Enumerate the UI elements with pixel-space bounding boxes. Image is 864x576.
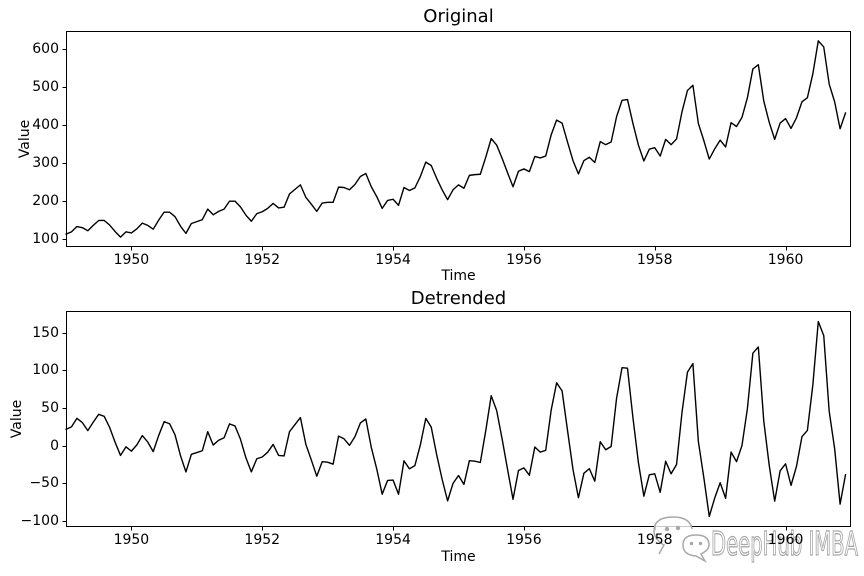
x-tick-label: 1958	[636, 252, 673, 268]
x-tick-label: 1954	[375, 252, 411, 268]
y-tick-label: 300	[32, 154, 59, 171]
plot-area-original	[62, 31, 851, 251]
y-tick-label: −100	[20, 512, 59, 529]
x-tick-label: 1954	[375, 532, 411, 548]
x-tick-label: 1952	[244, 532, 281, 548]
chart-title-original: Original	[423, 6, 494, 27]
axes-frame	[66, 311, 851, 527]
x-tick-label: 1950	[113, 252, 150, 268]
x-axis-label-original: Time	[441, 268, 476, 284]
watermark: DeepHub IMBA	[653, 516, 859, 564]
y-tick-label: 100	[32, 230, 59, 247]
wechat-icon	[653, 516, 710, 563]
x-tick-label: 1950	[113, 532, 150, 548]
x-tick-label: 1960	[767, 532, 804, 548]
plot-area-detrended	[62, 311, 851, 531]
series-line-airline-passengers-monthly	[65, 40, 847, 238]
x-tick-label: 1960	[767, 252, 804, 268]
chart-title-detrended: Detrended	[410, 288, 507, 309]
axes-frame	[66, 31, 851, 247]
y-axis-label-original: Value	[17, 119, 33, 159]
y-tick-label: 0	[50, 437, 59, 454]
y-tick-label: −50	[29, 475, 59, 492]
y-tick-label: 150	[32, 324, 59, 341]
x-tick-label: 1958	[636, 532, 673, 548]
x-tick-label: 1956	[506, 532, 542, 548]
y-tick-label: 400	[32, 116, 59, 133]
x-axis-label-detrended: Time	[441, 549, 476, 565]
y-tick-label: 600	[32, 41, 59, 58]
y-tick-label: 50	[41, 400, 59, 417]
x-tick-label: 1952	[244, 252, 281, 268]
x-tick-label: 1956	[506, 252, 542, 268]
y-tick-label: 500	[32, 79, 59, 96]
y-tick-label: 200	[32, 192, 59, 209]
y-tick-label: 100	[32, 362, 59, 379]
series-line-airline-passengers-detrended	[65, 320, 847, 518]
wechat-icon-eyes	[664, 525, 703, 546]
watermark-text: DeepHub IMBA	[711, 524, 858, 563]
